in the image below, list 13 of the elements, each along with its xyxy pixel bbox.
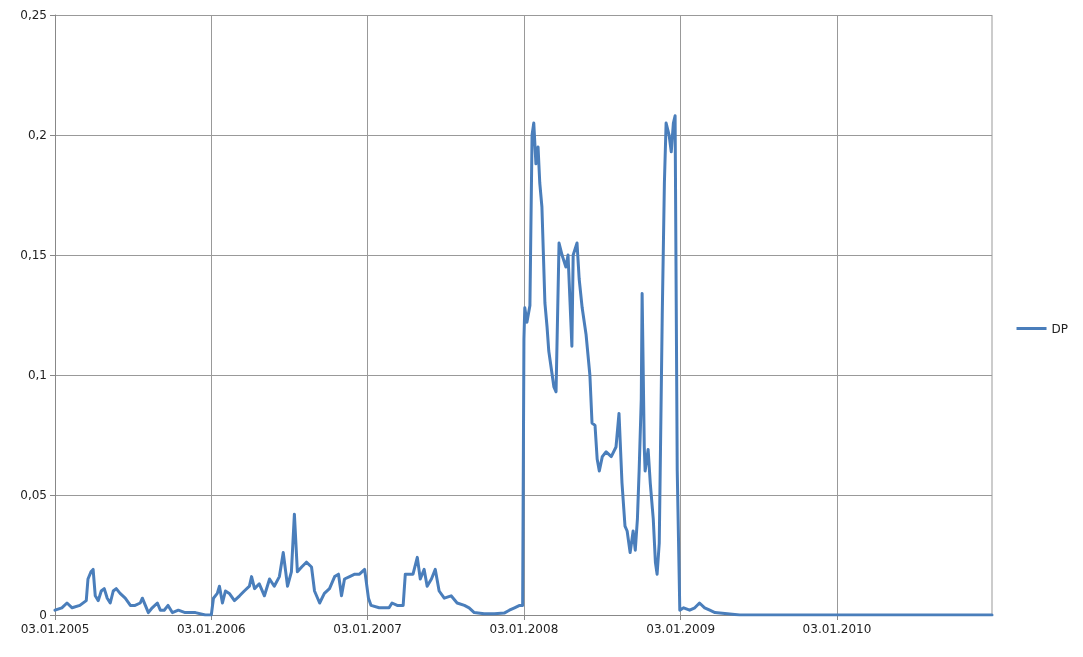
y-tick-label: 0,15	[20, 248, 47, 262]
y-tick-label: 0,25	[20, 8, 47, 22]
x-tick-label: 03.01.2008	[489, 622, 559, 636]
x-tick-label: 03.01.2009	[646, 622, 716, 636]
legend-label: DP	[1051, 321, 1069, 336]
y-tick-label: 0,2	[27, 128, 47, 142]
x-tick-label: 03.01.2010	[802, 622, 872, 636]
y-tick-label: 0,1	[27, 368, 47, 382]
y-tick-label: 0,05	[20, 488, 47, 502]
y-tick-label: 0	[39, 608, 47, 622]
x-tick-label: 03.01.2007	[333, 622, 402, 636]
x-tick-label: 03.01.2005	[20, 622, 90, 636]
x-tick-label: 03.01.2006	[176, 622, 246, 636]
